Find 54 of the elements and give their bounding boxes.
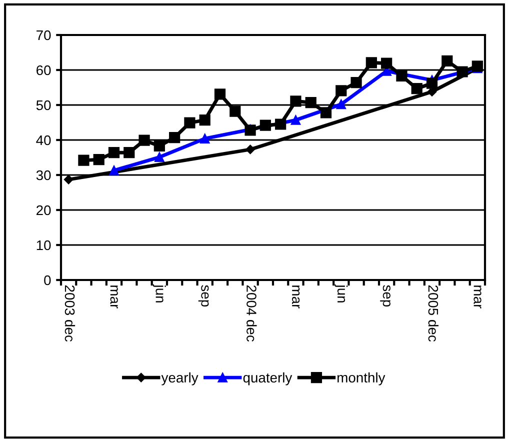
- point: [275, 118, 286, 130]
- point: [199, 114, 210, 126]
- point: [426, 78, 438, 89]
- y-tick-label: 40: [36, 135, 51, 146]
- point: [64, 174, 74, 184]
- point: [108, 147, 120, 158]
- y-tick-label: 0: [44, 275, 51, 286]
- x-tick-label: mar: [110, 286, 118, 308]
- y-tick-label: 30: [36, 170, 51, 180]
- point: [396, 70, 408, 82]
- point: [184, 117, 196, 128]
- y-tick-label: 60: [36, 65, 51, 76]
- y-tick-label: 20: [36, 205, 51, 216]
- point: [442, 55, 453, 66]
- point: [350, 77, 362, 88]
- point: [93, 154, 104, 166]
- y-tick-label: 10: [36, 240, 51, 250]
- point: [246, 144, 255, 154]
- legend-label: quaterly: [243, 372, 292, 386]
- point: [336, 85, 347, 96]
- point: [154, 140, 165, 152]
- point: [154, 152, 164, 162]
- x-tick-label: 2004 dec: [246, 285, 257, 342]
- x-tick-label: jun: [334, 284, 348, 302]
- x-tick-label: mar: [474, 286, 482, 308]
- point: [138, 134, 150, 146]
- x-tick-label: sep: [380, 285, 390, 307]
- legend-label: yearly: [161, 372, 198, 386]
- point: [260, 120, 271, 131]
- point: [290, 115, 301, 125]
- point: [290, 96, 302, 107]
- point: [214, 88, 226, 100]
- point: [427, 87, 437, 96]
- point: [78, 154, 90, 166]
- point: [411, 82, 422, 94]
- point: [109, 166, 119, 176]
- x-tick-label: 2005 dec: [428, 285, 438, 342]
- point: [169, 132, 180, 144]
- x-tick-label: jun: [152, 284, 166, 302]
- y-tick-label: 70: [36, 30, 51, 40]
- point: [336, 99, 346, 110]
- point: [366, 57, 377, 68]
- point: [381, 58, 392, 69]
- x-tick-label: sep: [198, 285, 209, 307]
- x-tick-label: 2003 dec: [64, 285, 76, 342]
- point: [230, 106, 241, 117]
- legend-label: monthly: [338, 372, 386, 386]
- point: [456, 66, 468, 78]
- point: [124, 147, 135, 158]
- point: [320, 107, 332, 118]
- x-tick-label: mar: [292, 286, 300, 308]
- y-tick-label: 50: [36, 100, 51, 110]
- point: [305, 96, 316, 108]
- point: [200, 134, 210, 144]
